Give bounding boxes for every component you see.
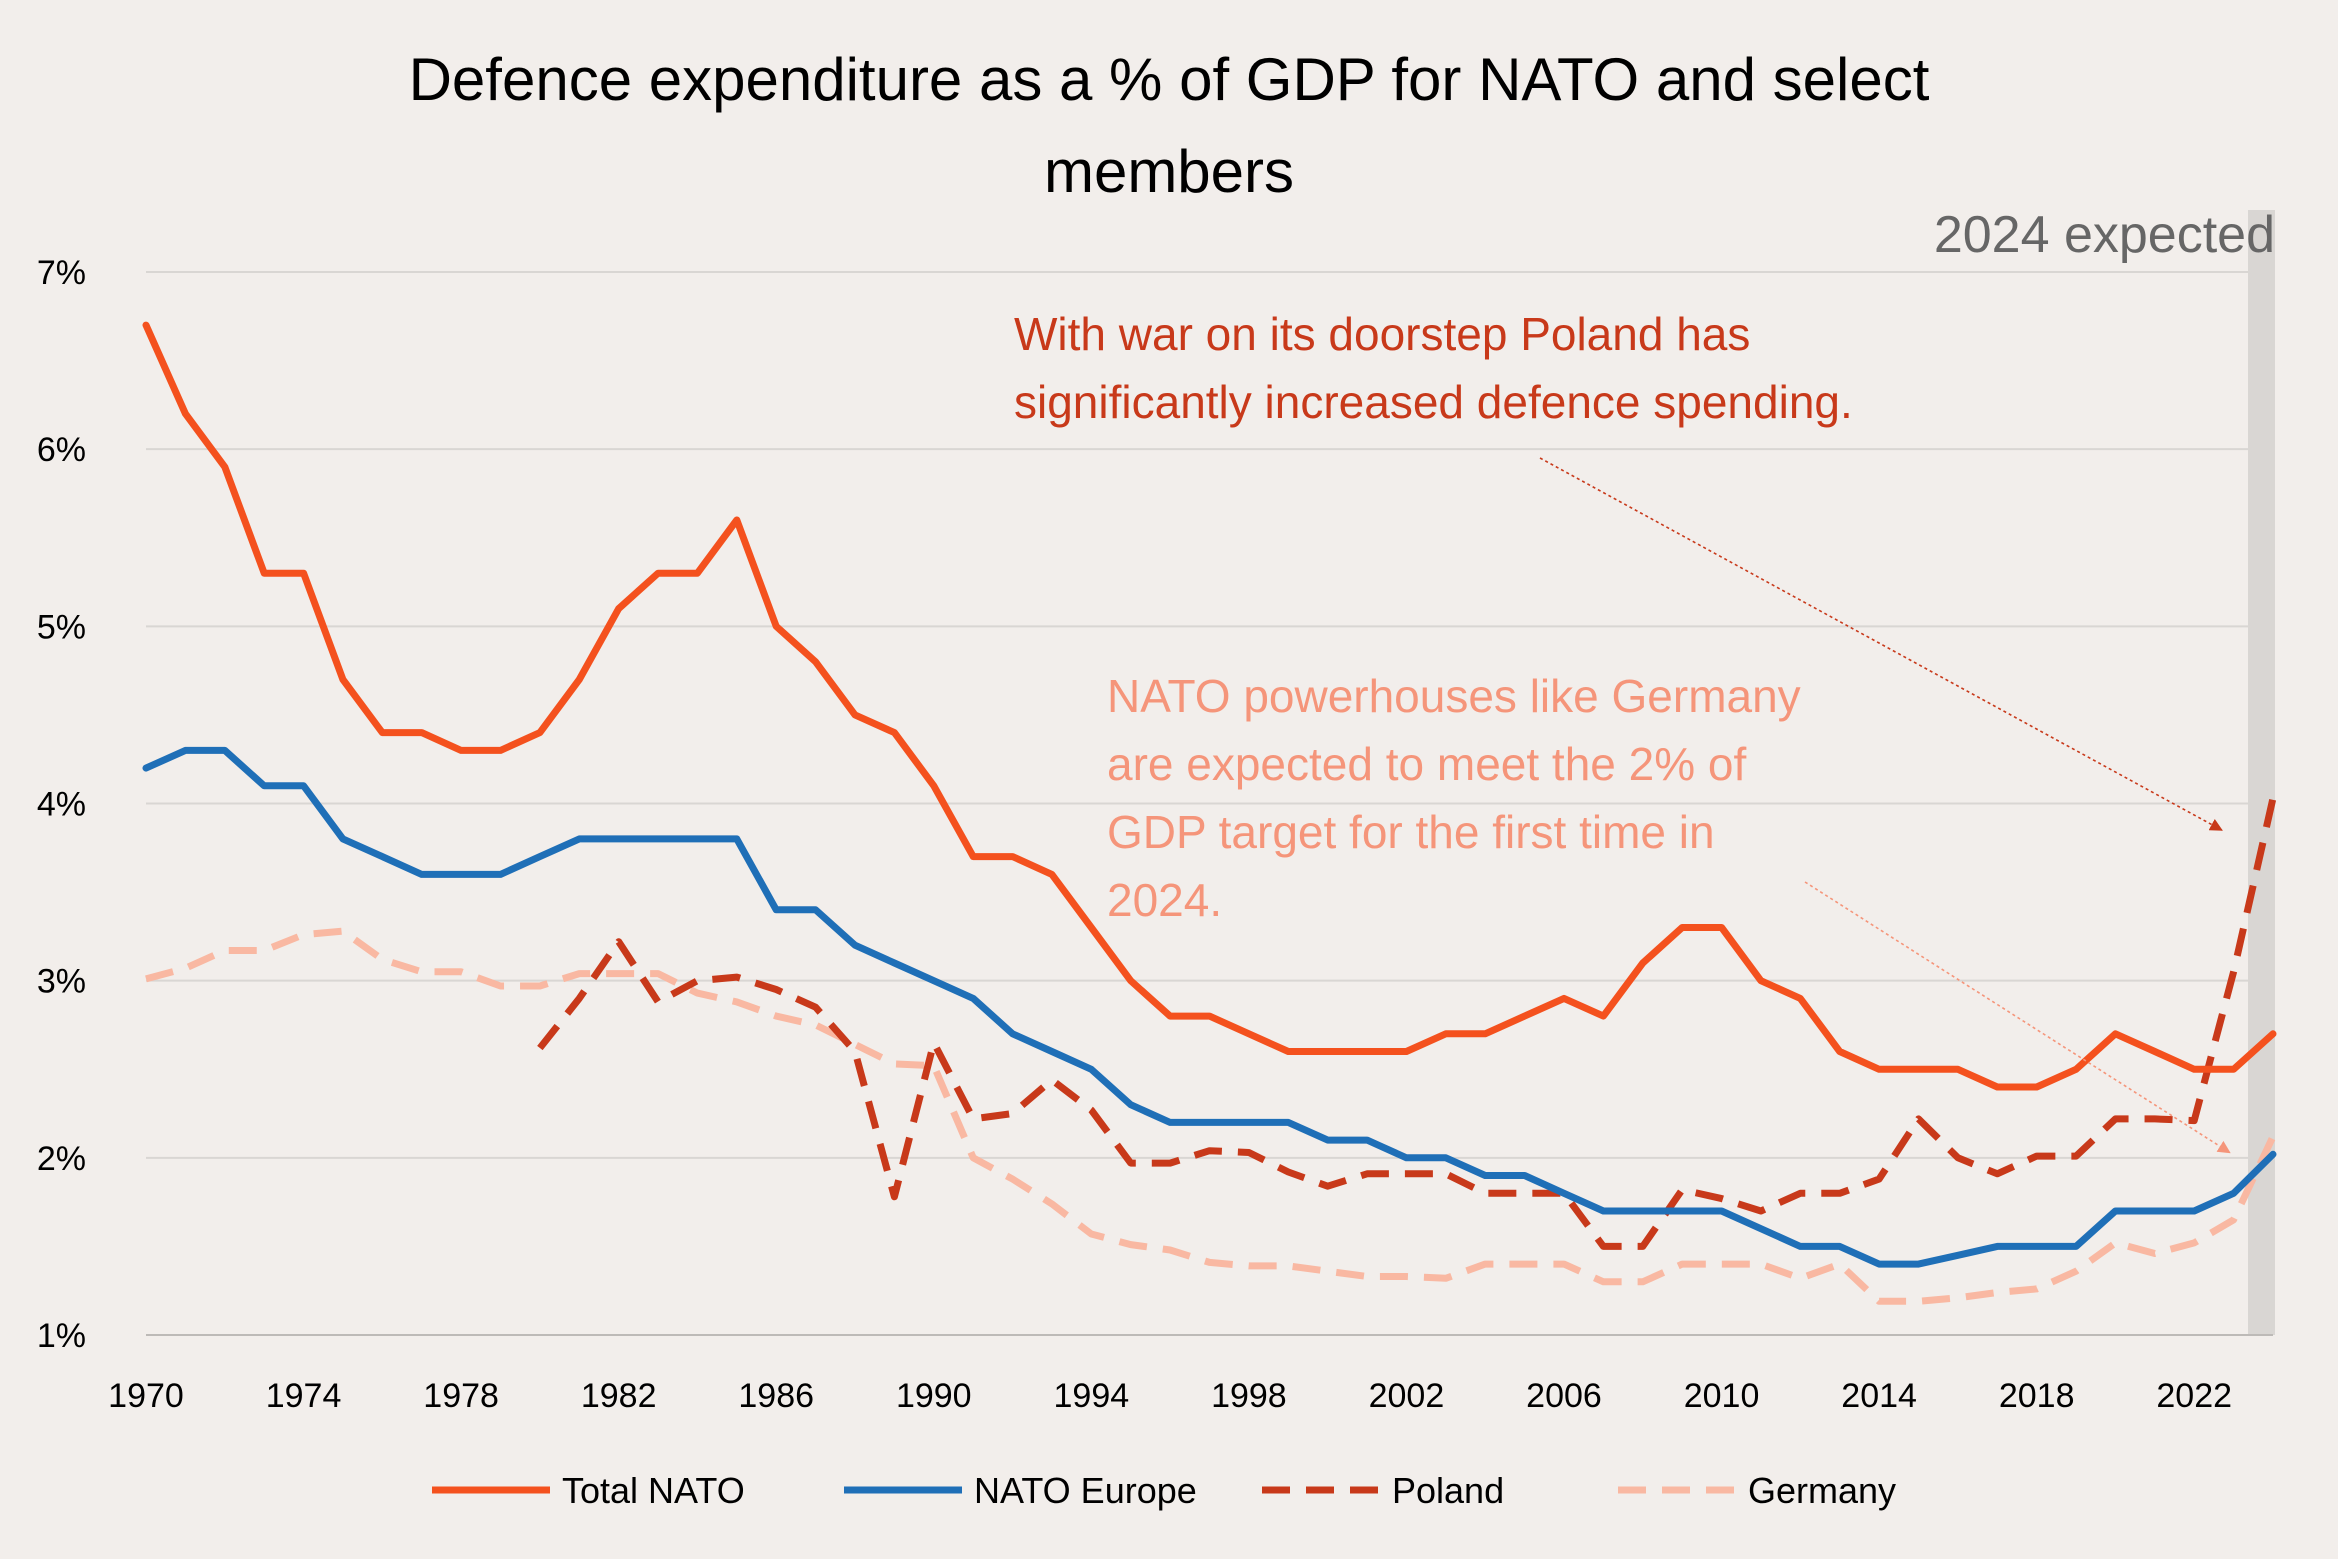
x-tick-label: 1970 — [108, 1377, 184, 1415]
legend-label: NATO Europe — [974, 1470, 1197, 1511]
x-tick-label: 1974 — [266, 1377, 342, 1415]
x-tick-label: 1978 — [423, 1377, 499, 1415]
series-line-nato-europe — [142, 746, 2277, 1268]
x-axis: 1970 1974 1978 1982 1986 1990 1994 1998 2002 2006… — [108, 1377, 2232, 1415]
title-line-2: members — [1044, 138, 1294, 205]
legend-item-germany: Germany — [1618, 1470, 1896, 1511]
x-tick-label: 2014 — [1841, 1377, 1917, 1415]
x-tick-label: 1982 — [581, 1377, 657, 1415]
y-tick-label: 6% — [37, 431, 86, 469]
x-tick-label: 2018 — [1999, 1377, 2075, 1415]
annotation-germany: NATO powerhouses like Germany are expecte… — [1107, 670, 2231, 1154]
legend-item-nato-europe: NATO Europe — [844, 1470, 1197, 1511]
series-line-germany — [145, 927, 2277, 1305]
series-lines — [142, 321, 2277, 1305]
gridlines — [146, 271, 2273, 1336]
annotation-poland: With war on its doorstep Poland has signi… — [1014, 308, 2223, 831]
x-tick-label: 2002 — [1369, 1377, 1445, 1415]
title-line-1: Defence expenditure as a % of GDP for NA… — [409, 46, 1930, 113]
legend-item-total-nato: Total NATO — [432, 1470, 745, 1511]
y-axis: 1% 2% 3% 4% 5% 6% 7% — [37, 254, 86, 1355]
legend-label: Poland — [1392, 1470, 1504, 1511]
x-tick-label: 1998 — [1211, 1377, 1287, 1415]
annotation-germany-text: NATO powerhouses like Germany are expecte… — [1107, 670, 1801, 926]
annotation-germany-arrow — [1804, 881, 2231, 1154]
x-tick-label: 1990 — [896, 1377, 972, 1415]
x-tick-label: 1986 — [738, 1377, 814, 1415]
y-tick-label: 3% — [37, 963, 86, 1001]
expected-year-label: 2024 expected — [1934, 206, 2275, 264]
legend-label: Germany — [1748, 1470, 1896, 1511]
y-tick-label: 5% — [37, 608, 86, 646]
series-line-poland — [537, 797, 2277, 1250]
legend: Total NATO NATO Europe Poland Germany — [432, 1470, 1896, 1511]
y-tick-label: 1% — [37, 1317, 86, 1355]
y-tick-label: 4% — [37, 786, 86, 824]
legend-item-poland: Poland — [1262, 1470, 1504, 1511]
x-tick-label: 1994 — [1054, 1377, 1130, 1415]
y-tick-label: 7% — [37, 254, 86, 292]
x-tick-label: 2010 — [1684, 1377, 1760, 1415]
annotation-poland-text: With war on its doorstep Poland has signi… — [1014, 308, 1853, 428]
chart-title: Defence expenditure as a % of GDP for NA… — [409, 46, 1930, 205]
legend-label: Total NATO — [562, 1470, 745, 1511]
series-line-total-nato — [142, 321, 2277, 1091]
x-tick-label: 2006 — [1526, 1377, 1602, 1415]
x-tick-label: 2022 — [2156, 1377, 2232, 1415]
y-tick-label: 2% — [37, 1140, 86, 1178]
